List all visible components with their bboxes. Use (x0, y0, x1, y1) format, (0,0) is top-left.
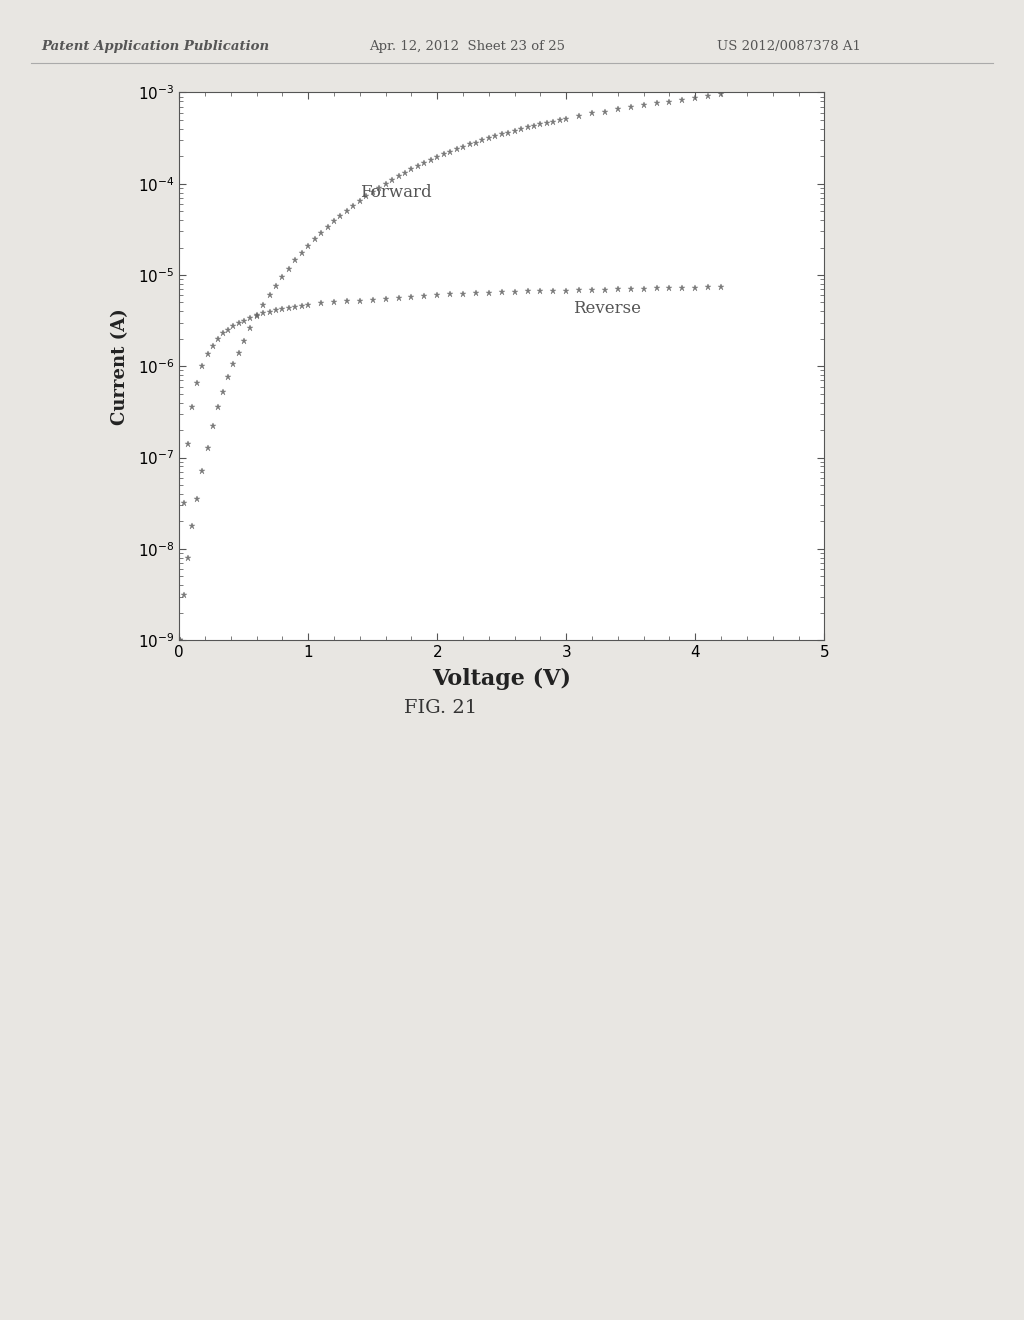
Y-axis label: Current (A): Current (A) (112, 308, 129, 425)
Text: US 2012/0087378 A1: US 2012/0087378 A1 (717, 40, 861, 53)
Text: Apr. 12, 2012  Sheet 23 of 25: Apr. 12, 2012 Sheet 23 of 25 (369, 40, 564, 53)
X-axis label: Voltage (V): Voltage (V) (432, 668, 571, 690)
Text: Patent Application Publication: Patent Application Publication (41, 40, 269, 53)
Text: Forward: Forward (359, 185, 431, 202)
Text: Reverse: Reverse (572, 301, 641, 317)
Text: FIG. 21: FIG. 21 (403, 698, 477, 717)
